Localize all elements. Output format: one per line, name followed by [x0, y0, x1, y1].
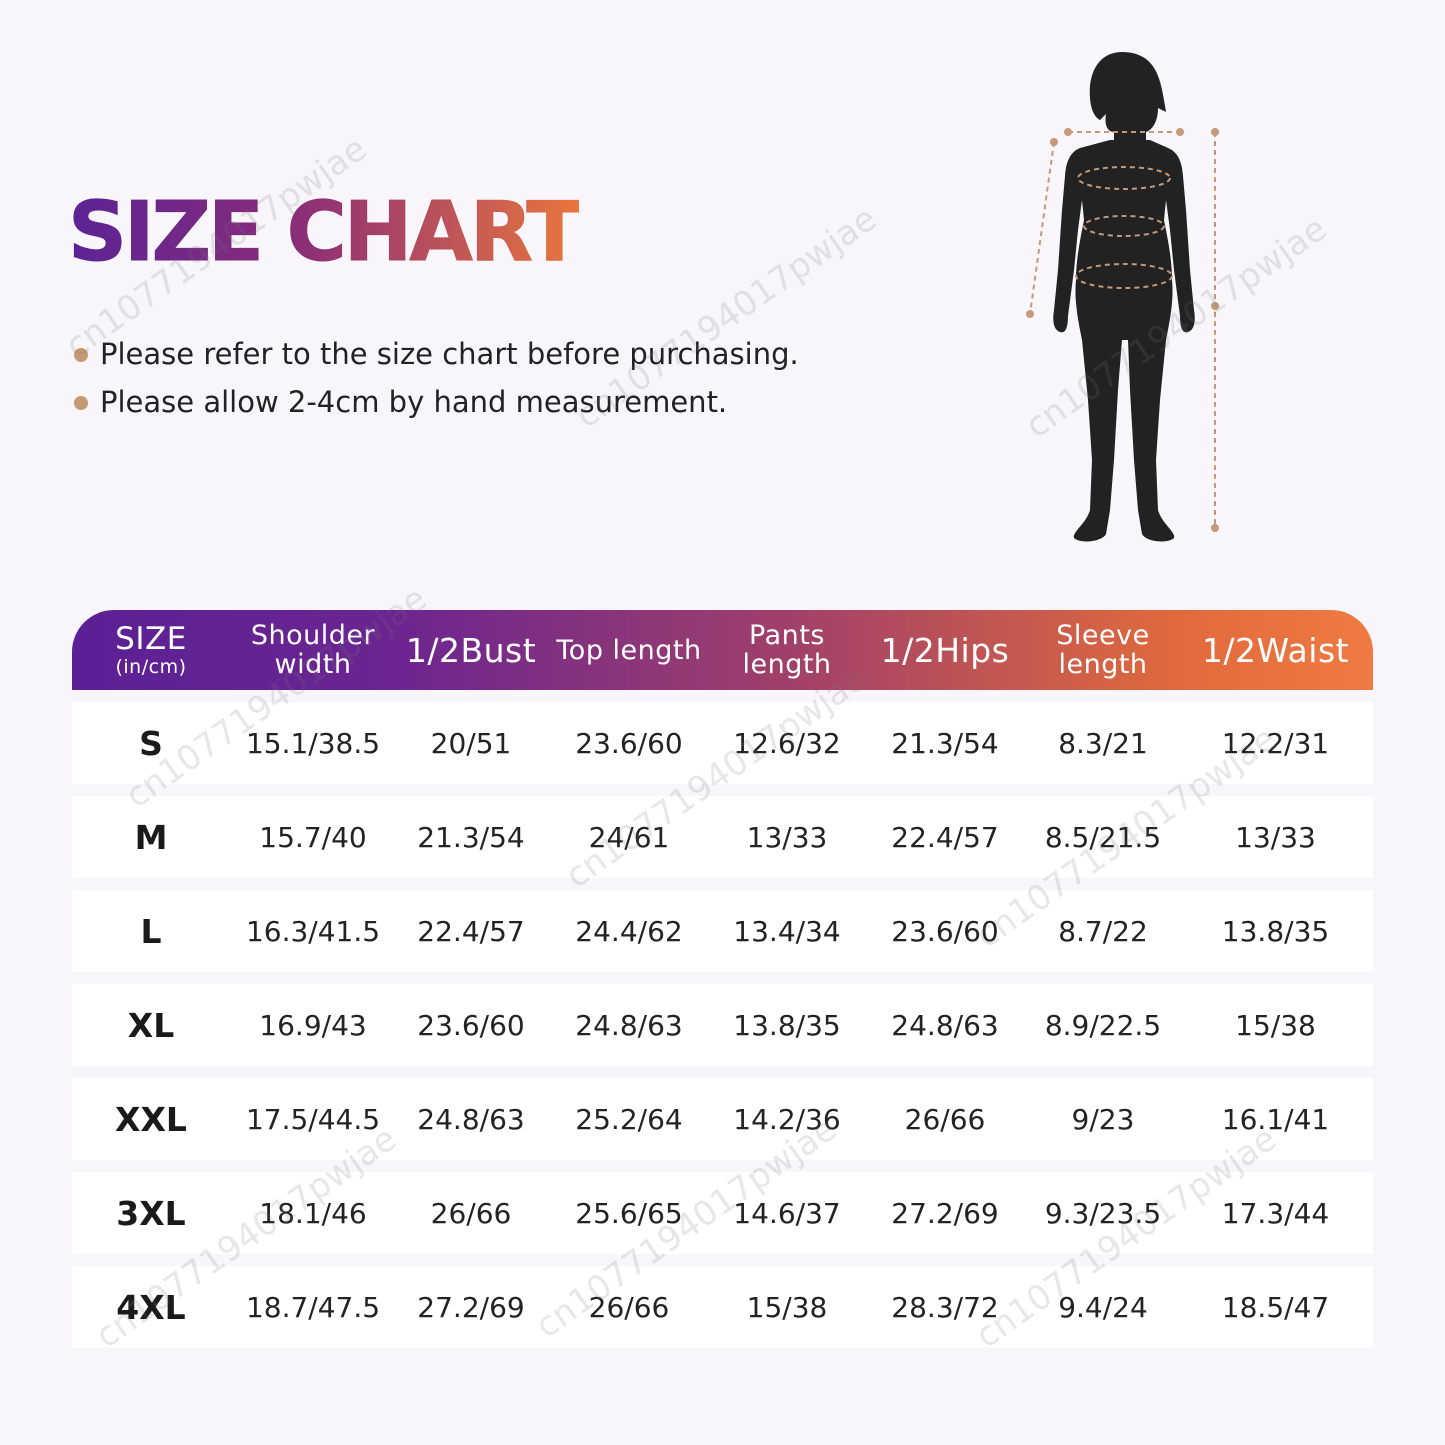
- table-cell: 27.2/69: [417, 1290, 525, 1324]
- table-cell: 8.7/22: [1058, 914, 1148, 948]
- table-cell: 16.9/43: [259, 1008, 367, 1042]
- bullet-icon: [74, 396, 88, 410]
- header-label: SIZE: [115, 620, 187, 657]
- header-pants-length: Pants length: [712, 621, 862, 679]
- header-label: 1/2Hips: [880, 630, 1010, 670]
- size-label: XL: [127, 1005, 175, 1045]
- table-cell: 25.2/64: [575, 1102, 683, 1136]
- table-cell: 13/33: [1235, 820, 1316, 854]
- table-cell: 9.3/23.5: [1044, 1196, 1162, 1230]
- table-cell: 24/61: [588, 820, 670, 854]
- header-label: 1/2Bust: [405, 630, 537, 670]
- header-label: Top length: [556, 634, 702, 666]
- table-cell: 12.2/31: [1221, 726, 1330, 760]
- table-cell: 14.6/37: [733, 1196, 841, 1230]
- size-label: XXL: [115, 1099, 187, 1139]
- header-half-hips: 1/2Hips: [862, 630, 1028, 670]
- table-cell: 24.8/63: [891, 1008, 999, 1042]
- table-cell: 24.8/63: [417, 1102, 525, 1136]
- table-cell: 23.6/60: [417, 1008, 525, 1042]
- table-row-m: M 15.7/40 21.3/54 24/61 13/33 22.4/57 8.5/21.5…: [72, 796, 1373, 878]
- bullet-icon: [74, 348, 88, 362]
- table-cell: 26/66: [588, 1290, 670, 1324]
- table-cell: 22.4/57: [891, 820, 999, 854]
- header-half-waist: 1/2Waist: [1178, 630, 1373, 670]
- header-label: Pants length: [742, 620, 832, 680]
- table-cell: 12.6/32: [733, 726, 841, 760]
- header-top-length: Top length: [546, 636, 712, 665]
- table-cell: 18.1/46: [259, 1196, 367, 1230]
- table-cell: 26/66: [430, 1196, 512, 1230]
- size-label: S: [139, 723, 163, 763]
- table-cell: 13.4/34: [733, 914, 841, 948]
- table-cell: 25.6/65: [575, 1196, 683, 1230]
- table-cell: 24.8/63: [575, 1008, 683, 1042]
- header-label: Sleeve length: [1056, 620, 1150, 680]
- size-label: 4XL: [116, 1287, 186, 1327]
- table-row-3xl: 3XL 18.1/46 26/66 25.6/65 14.6/37 27.2/69 9.3/…: [72, 1172, 1373, 1254]
- table-body: S 15.1/38.5 20/51 23.6/60 12.6/32 21.3/54 8.3/…: [72, 702, 1373, 1348]
- size-chart-title: SIZE CHART: [67, 185, 582, 280]
- table-cell: 15.1/38.5: [245, 726, 381, 760]
- table-cell: 13.8/35: [733, 1008, 841, 1042]
- table-cell: 24.4/62: [575, 914, 683, 948]
- table-row-xxl: XXL 17.5/44.5 24.8/63 25.2/64 14.2/36 26/66 9/…: [72, 1078, 1373, 1160]
- table-cell: 21.3/54: [417, 820, 525, 854]
- table-cell: 16.1/41: [1221, 1102, 1330, 1136]
- header-size: SIZE (in/cm): [72, 620, 230, 678]
- header-label: Shoulder width: [250, 620, 376, 680]
- table-cell: 8.5/21.5: [1044, 820, 1162, 854]
- note-text: Please refer to the size chart before pu…: [100, 337, 799, 371]
- table-row-s: S 15.1/38.5 20/51 23.6/60 12.6/32 21.3/54 8.3/…: [72, 702, 1373, 784]
- table-cell: 9/23: [1071, 1102, 1135, 1136]
- table-cell: 23.6/60: [891, 914, 999, 948]
- table-cell: 21.3/54: [891, 726, 999, 760]
- header-shoulder-width: Shoulder width: [230, 621, 396, 679]
- body-measurement-figure-icon: [1026, 52, 1219, 542]
- table-cell: 23.6/60: [575, 726, 683, 760]
- table-cell: 13/33: [746, 820, 828, 854]
- table-cell: 15.7/40: [259, 820, 367, 854]
- header-half-bust: 1/2Bust: [396, 630, 546, 670]
- table-cell: 8.9/22.5: [1044, 1008, 1162, 1042]
- table-header: SIZE (in/cm) Shoulder width 1/2Bust Top …: [72, 610, 1373, 690]
- size-table: SIZE (in/cm) Shoulder width 1/2Bust Top …: [72, 610, 1373, 1348]
- note-item: Please refer to the size chart before pu…: [72, 330, 799, 378]
- table-cell: 17.5/44.5: [245, 1102, 381, 1136]
- table-cell: 8.3/21: [1058, 726, 1148, 760]
- table-cell: 15/38: [746, 1290, 828, 1324]
- table-row-l: L 16.3/41.5 22.4/57 24.4/62 13.4/34 23.6/60 8.…: [72, 890, 1373, 972]
- table-row-4xl: 4XL 18.7/47.5 27.2/69 26/66 15/38 28.3/72 9.4/…: [72, 1266, 1373, 1348]
- table-cell: 16.3/41.5: [245, 914, 381, 948]
- table-cell: 20/51: [430, 726, 512, 760]
- table-cell: 9.4/24: [1058, 1290, 1148, 1324]
- size-label: 3XL: [116, 1193, 186, 1233]
- table-cell: 28.3/72: [891, 1290, 999, 1324]
- header-unit: (in/cm): [115, 655, 187, 678]
- table-cell: 26/66: [904, 1102, 986, 1136]
- table-cell: 22.4/57: [417, 914, 525, 948]
- header-label: 1/2Waist: [1201, 630, 1350, 670]
- table-cell: 15/38: [1235, 1008, 1316, 1042]
- size-label: M: [134, 817, 168, 857]
- table-cell: 18.5/47: [1221, 1290, 1330, 1324]
- note-text: Please allow 2-4cm by hand measurement.: [100, 385, 728, 419]
- table-cell: 27.2/69: [891, 1196, 999, 1230]
- table-cell: 17.3/44: [1221, 1196, 1330, 1230]
- size-label: L: [140, 911, 162, 951]
- note-item: Please allow 2-4cm by hand measurement.: [72, 378, 799, 426]
- table-row-xl: XL 16.9/43 23.6/60 24.8/63 13.8/35 24.8/63 8.9…: [72, 984, 1373, 1066]
- notes-list: Please refer to the size chart before pu…: [72, 330, 799, 426]
- table-cell: 13.8/35: [1221, 914, 1330, 948]
- table-cell: 18.7/47.5: [245, 1290, 381, 1324]
- table-cell: 14.2/36: [733, 1102, 841, 1136]
- header-sleeve-length: Sleeve length: [1028, 621, 1178, 679]
